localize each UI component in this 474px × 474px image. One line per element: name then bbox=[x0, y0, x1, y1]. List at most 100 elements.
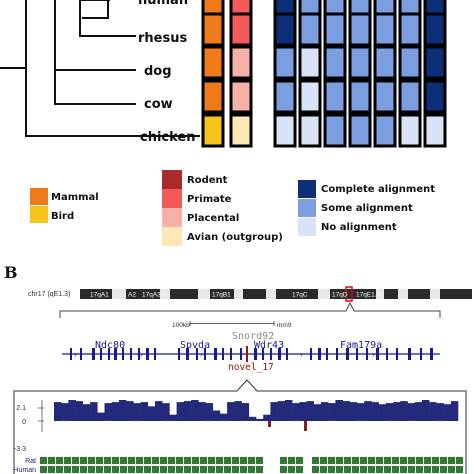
alignment-block bbox=[344, 466, 351, 473]
conservation-bar bbox=[176, 402, 185, 421]
zoom-callout bbox=[13, 379, 467, 474]
gene-track: › › › › › bbox=[62, 346, 440, 362]
alignment-block bbox=[360, 466, 367, 473]
alignment-cell bbox=[298, 45, 322, 80]
alignment-block bbox=[96, 457, 103, 464]
exon-mark bbox=[386, 348, 388, 360]
conservation-bar bbox=[421, 400, 430, 421]
conservation-bar bbox=[292, 403, 300, 421]
track-label-human: Human bbox=[13, 467, 36, 474]
alignment-block bbox=[72, 466, 79, 473]
alignment-cell bbox=[423, 45, 447, 80]
species-label-dog: dog bbox=[144, 64, 172, 79]
alignment-block bbox=[456, 457, 463, 464]
alignment-block bbox=[136, 457, 143, 464]
conservation-bar bbox=[270, 402, 278, 421]
gene-label-spvda: Spvda bbox=[180, 340, 210, 351]
strand-arrow: › bbox=[140, 350, 143, 359]
track-label-rat: Rat bbox=[25, 458, 36, 465]
alignment-block bbox=[232, 457, 239, 464]
exon-mark bbox=[80, 348, 82, 360]
alignment-block bbox=[56, 457, 63, 464]
alignment-cell bbox=[373, 45, 397, 80]
alignment-block bbox=[128, 466, 135, 473]
alignment-block bbox=[216, 466, 223, 473]
ytick-label-min: -3.3 bbox=[14, 446, 26, 453]
alignment-cell bbox=[373, 113, 397, 148]
conservation-bar bbox=[299, 402, 307, 421]
alignment-block bbox=[456, 466, 463, 473]
legend-label-rodent: Rodent bbox=[187, 175, 228, 186]
alignment-block bbox=[48, 466, 55, 473]
conservation-bar bbox=[248, 416, 257, 421]
alignment-block bbox=[176, 457, 183, 464]
gene-label-ndc80: Ndc80 bbox=[95, 340, 125, 351]
alignment-block bbox=[408, 466, 415, 473]
alignment-block bbox=[112, 466, 119, 473]
group-cell bbox=[201, 45, 225, 80]
conservation-bar bbox=[328, 403, 336, 421]
alignment-block bbox=[144, 457, 151, 464]
conservation-bar bbox=[450, 401, 459, 421]
conservation-bar bbox=[75, 401, 84, 421]
conservation-bar bbox=[97, 412, 105, 421]
species-alignment-tracks bbox=[40, 457, 463, 473]
alignment-block bbox=[400, 457, 407, 464]
exon-mark bbox=[240, 348, 242, 360]
exon-mark bbox=[138, 348, 140, 360]
conservation-bar bbox=[205, 403, 213, 421]
legend-label-avian: Avian (outgroup) bbox=[187, 232, 283, 243]
alignment-block bbox=[160, 457, 167, 464]
alignment-grid bbox=[273, 0, 447, 148]
exon-mark bbox=[122, 348, 124, 360]
alignment-block bbox=[288, 466, 295, 473]
conservation-bar bbox=[349, 402, 358, 421]
conservation-bar bbox=[219, 413, 228, 421]
alignment-cell bbox=[398, 79, 422, 114]
alignment-block bbox=[56, 466, 63, 473]
exon-mark bbox=[214, 348, 217, 360]
legend-label-complete: Complete alignment bbox=[321, 184, 435, 195]
legend-label-placental: Placental bbox=[187, 213, 239, 224]
exon-mark bbox=[178, 348, 180, 360]
alignment-block bbox=[88, 457, 95, 464]
conservation-bar bbox=[414, 402, 423, 421]
alignment-block bbox=[256, 466, 263, 473]
exon-mark bbox=[92, 348, 95, 360]
alignment-block bbox=[328, 466, 335, 473]
species-label-cow: cow bbox=[144, 97, 173, 112]
conservation-bar bbox=[133, 403, 141, 421]
conservation-bar bbox=[335, 400, 343, 421]
exon-mark bbox=[130, 348, 132, 360]
panel-label-b: B bbox=[4, 263, 18, 282]
alignment-block bbox=[312, 466, 319, 473]
alignment-block bbox=[88, 466, 95, 473]
conservation-bar bbox=[436, 403, 444, 421]
alignment-block bbox=[120, 466, 127, 473]
class-cell bbox=[229, 113, 253, 148]
conservation-axis bbox=[38, 400, 44, 432]
alignment-cell bbox=[273, 113, 297, 148]
exon-mark bbox=[196, 348, 198, 360]
band-label-2: A2 bbox=[128, 292, 136, 299]
alignment-cell bbox=[373, 79, 397, 114]
alignment-block bbox=[184, 457, 191, 464]
alignment-block bbox=[328, 457, 335, 464]
class-cell bbox=[229, 45, 253, 80]
species-label-rhesus: rhesus bbox=[138, 31, 187, 46]
exon-mark bbox=[356, 348, 358, 360]
alignment-block bbox=[96, 466, 103, 473]
conservation-bar bbox=[306, 401, 314, 421]
alignment-cell bbox=[323, 113, 347, 148]
group-cell bbox=[201, 79, 225, 114]
exon-mark bbox=[146, 348, 149, 360]
alignment-cell bbox=[273, 79, 297, 114]
alignment-block bbox=[352, 466, 359, 473]
panel-b: B chr17 (qE1.3) 17qA1 A2 17qA3.3 17qB1 1… bbox=[4, 263, 472, 474]
exon-mark bbox=[230, 348, 232, 360]
alignment-block bbox=[184, 466, 191, 473]
alignment-block bbox=[208, 466, 215, 473]
alignment-block bbox=[440, 457, 447, 464]
band-label-5: 17qC bbox=[292, 292, 308, 299]
